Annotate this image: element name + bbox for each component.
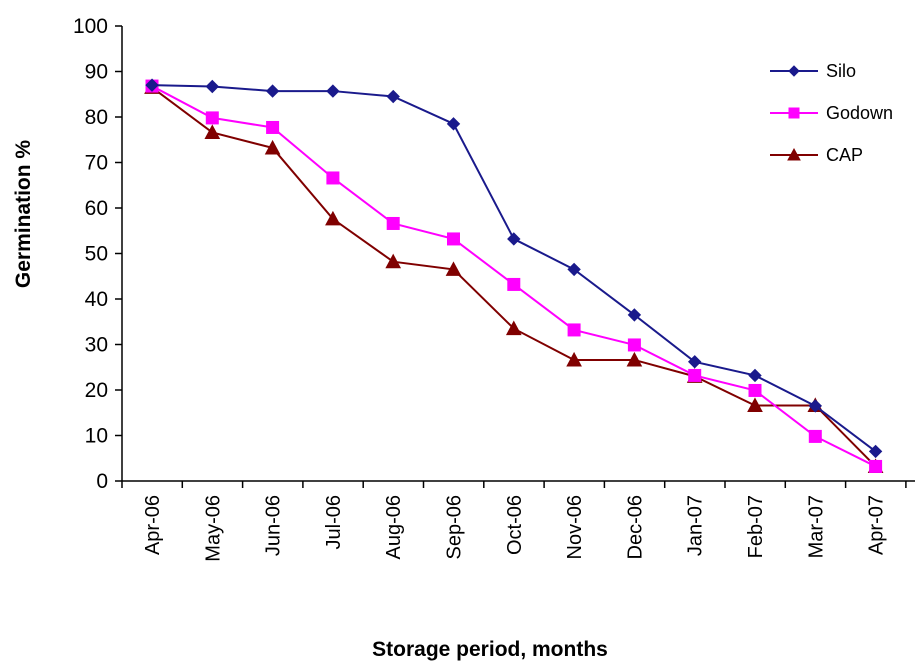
data-point-godown: [627, 338, 641, 352]
data-point-silo: [687, 355, 702, 369]
y-tick-label: 50: [85, 243, 108, 266]
data-point-godown: [326, 171, 340, 185]
legend-label: Godown: [826, 103, 893, 123]
data-point-silo: [627, 308, 642, 322]
data-point-silo: [145, 78, 159, 92]
y-tick-label: 70: [85, 152, 108, 175]
data-point-silo: [868, 444, 883, 459]
data-point-cap: [445, 261, 462, 276]
x-axis-title: Storage period, months: [372, 638, 608, 661]
x-tick-label: Oct-06: [504, 495, 526, 555]
data-point-cap: [626, 351, 643, 367]
x-tick-label: May-06: [202, 495, 224, 562]
x-tick-label: Dec-06: [624, 495, 646, 559]
data-point-silo: [808, 399, 823, 413]
legend-label: CAP: [826, 145, 863, 165]
x-tick-label: Apr-06: [142, 495, 164, 555]
series-godown: [145, 79, 883, 473]
data-point-silo: [748, 368, 762, 383]
data-point-cap: [325, 210, 341, 226]
legend-marker: [788, 65, 800, 77]
series-line-godown: [151, 85, 877, 468]
x-tick-label: Jan-07: [685, 495, 707, 556]
y-tick-label: 30: [85, 334, 108, 357]
x-tick-label: Aug-06: [383, 495, 405, 560]
data-point-cap: [385, 253, 402, 269]
data-point-cap: [566, 351, 582, 367]
legend-marker: [787, 147, 801, 161]
series-silo: [145, 78, 883, 459]
data-point-godown: [688, 368, 702, 382]
series-line-silo: [151, 84, 877, 453]
data-point-godown: [386, 216, 400, 230]
data-point-silo: [567, 262, 581, 277]
data-point-silo: [386, 89, 400, 104]
x-tick-label: Mar-07: [805, 495, 827, 558]
data-point-godown: [447, 232, 460, 246]
legend: Silo Godown CAP: [770, 61, 893, 165]
data-point-godown: [748, 383, 762, 397]
legend-entry-godown: Godown: [770, 103, 893, 123]
y-axis-title: Germination %: [12, 140, 35, 289]
legend-entry-silo: Silo: [770, 61, 856, 81]
data-point-cap: [747, 397, 763, 412]
series-cap: [144, 79, 884, 473]
y-tick-label: 80: [85, 106, 108, 129]
data-point-silo: [446, 117, 461, 131]
x-tick-label: Jul-06: [323, 495, 345, 549]
y-tick-label: 60: [85, 197, 108, 220]
data-point-cap: [204, 124, 221, 139]
data-point-godown: [205, 111, 219, 125]
x-tick-label: Feb-07: [745, 495, 767, 558]
x-tick-label: Apr-07: [866, 495, 888, 555]
y-tick-label: 100: [73, 15, 108, 38]
data-point-godown: [507, 277, 521, 291]
legend-label: Silo: [826, 61, 856, 81]
data-point-godown: [808, 429, 822, 443]
data-point-cap: [505, 320, 522, 336]
y-tick-label: 20: [85, 379, 108, 402]
data-point-godown: [869, 459, 883, 473]
y-tick-label: 10: [85, 425, 108, 448]
x-tick-label: Sep-06: [444, 495, 466, 560]
y-tick-label: 40: [85, 288, 108, 311]
data-point-cap: [264, 139, 281, 155]
x-tick-label: Jun-06: [263, 495, 285, 556]
series-line-cap: [151, 86, 877, 468]
legend-marker: [788, 107, 800, 119]
x-tick-label: Nov-06: [564, 495, 586, 559]
data-point-silo: [507, 232, 521, 246]
legend-entry-cap: CAP: [770, 145, 863, 165]
y-axis: 0 10 20 30 40 50 60 70 80 90 100: [73, 15, 123, 493]
y-tick-label: 0: [96, 470, 108, 493]
x-axis: Apr-06 May-06 Jun-06 Jul-06 Aug-06 Sep-06 Oct-…: [121, 480, 915, 562]
data-point-godown: [266, 120, 280, 134]
y-tick-label: 90: [85, 61, 108, 84]
data-point-silo: [265, 84, 280, 98]
series-layer: [144, 78, 884, 473]
data-point-godown: [567, 323, 581, 337]
data-point-silo: [205, 79, 220, 94]
data-point-silo: [326, 84, 340, 98]
